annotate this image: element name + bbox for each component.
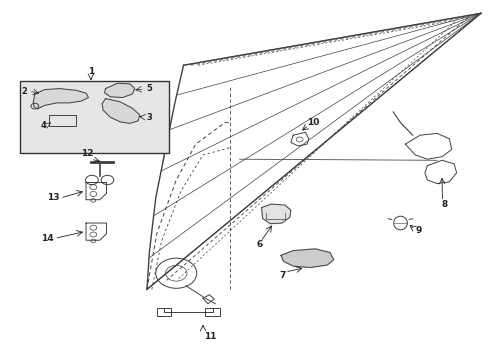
Text: 8: 8	[441, 200, 447, 209]
Bar	[49, 115, 76, 126]
Bar	[20, 81, 168, 153]
Text: 1: 1	[88, 67, 94, 76]
Polygon shape	[102, 99, 140, 123]
Polygon shape	[33, 89, 88, 109]
Polygon shape	[261, 204, 290, 224]
Text: 14: 14	[41, 234, 53, 243]
Polygon shape	[281, 249, 333, 267]
Text: 2: 2	[21, 86, 27, 95]
Text: 4: 4	[40, 121, 46, 130]
Text: 7: 7	[279, 270, 285, 279]
Text: 10: 10	[306, 118, 319, 127]
Bar	[205, 308, 220, 316]
Text: 9: 9	[414, 226, 421, 235]
Text: 11: 11	[203, 332, 216, 341]
Text: 12: 12	[81, 149, 94, 158]
Text: 13: 13	[47, 193, 59, 202]
Text: 3: 3	[146, 113, 151, 122]
Text: 5: 5	[146, 84, 152, 93]
Polygon shape	[104, 83, 135, 98]
Text: 6: 6	[256, 240, 262, 249]
Bar	[157, 308, 171, 316]
